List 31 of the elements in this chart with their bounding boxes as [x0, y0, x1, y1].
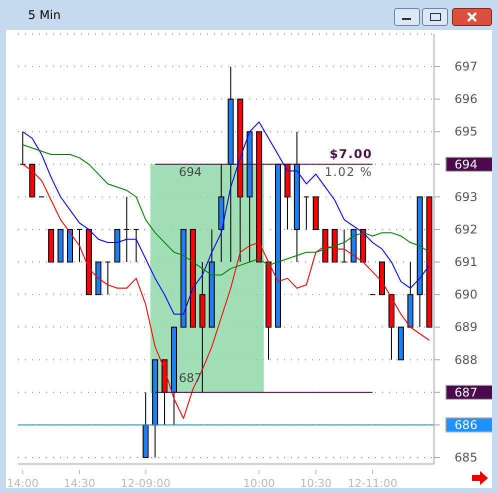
candlestick	[124, 196, 130, 263]
chart-title: 5 Min	[28, 8, 61, 22]
y-tick-label: 688	[454, 352, 478, 367]
line-series	[22, 144, 430, 276]
y-tick-label: 695	[454, 124, 478, 139]
x-tick-label: 10:30	[300, 477, 332, 490]
y-tick-label: 689	[454, 320, 478, 334]
y-tick-label: 692	[454, 222, 478, 236]
y-tick-label: 691	[454, 255, 478, 270]
y-tick-label: 696	[454, 92, 478, 106]
line-series	[22, 121, 430, 315]
candlestick	[341, 228, 348, 263]
y-tick-label: 690	[454, 288, 478, 302]
y-tick-label: 697	[454, 60, 478, 74]
candlestick	[303, 196, 310, 230]
annotation: 694	[178, 165, 202, 180]
y-tick-label: 685	[454, 450, 478, 464]
y-tick-label: 694	[454, 157, 478, 172]
y-tick-label: 686	[454, 418, 478, 432]
candlestick	[76, 228, 82, 263]
candlestick	[104, 262, 111, 296]
x-tick-label: 14:00	[6, 477, 39, 490]
y-tick-label: 693	[454, 190, 478, 204]
annotation: 1.02 %	[324, 165, 373, 180]
x-tick-label: 10:00	[243, 477, 275, 490]
annotation: $7.00	[328, 147, 373, 162]
candlestick	[133, 228, 140, 263]
y-tick-label: 687	[454, 385, 478, 400]
x-tick-label: 14:30	[64, 477, 96, 490]
x-tick-label: 12-09:00	[120, 477, 170, 490]
x-tick-label: 12-11:00	[348, 477, 398, 490]
